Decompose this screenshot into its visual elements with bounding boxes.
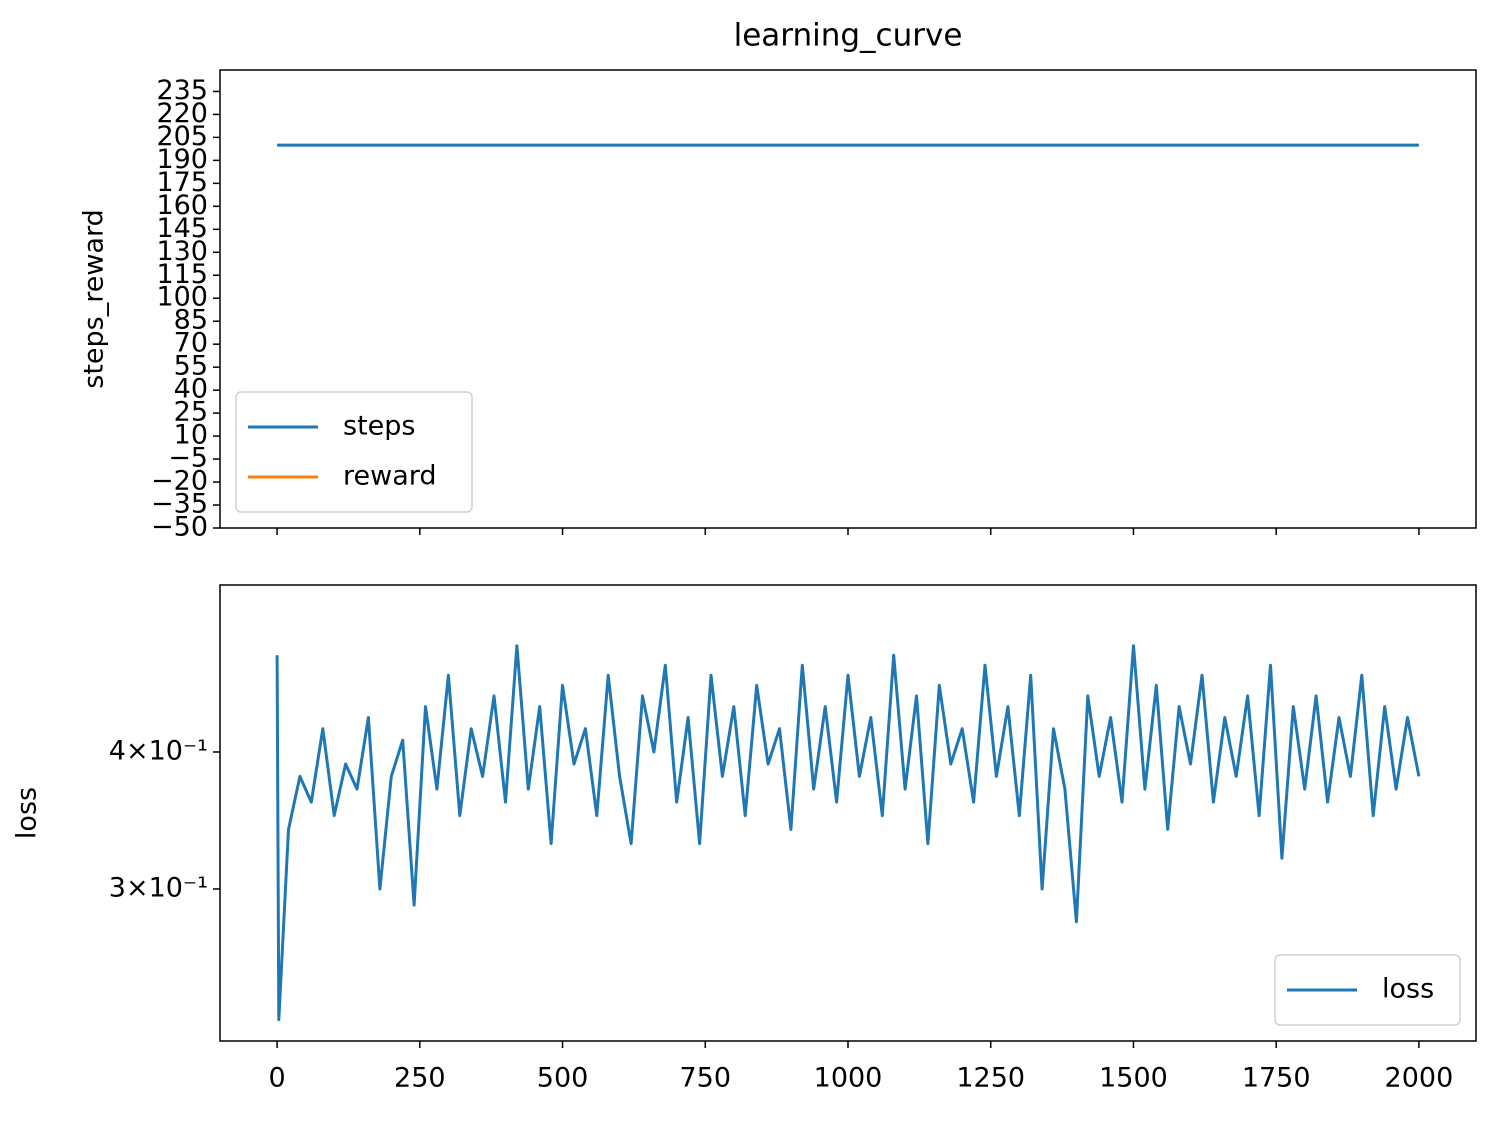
y-tick-label: 70 bbox=[174, 328, 208, 359]
y-tick-label: 100 bbox=[156, 282, 208, 313]
y-tick-label: 220 bbox=[156, 98, 208, 129]
x-tick-label: 750 bbox=[679, 1063, 731, 1094]
x-tick-label: 2000 bbox=[1385, 1063, 1454, 1094]
x-tick-label: 500 bbox=[537, 1063, 589, 1094]
y-tick-label: −35 bbox=[151, 489, 208, 520]
y-tick-label: 10 bbox=[174, 420, 208, 451]
y-tick-label: 175 bbox=[156, 167, 208, 198]
x-tick-label: 250 bbox=[394, 1063, 446, 1094]
y-tick-label: 40 bbox=[174, 374, 208, 405]
y-axis-label: loss bbox=[12, 787, 43, 839]
y-tick-label: 4×10⁻¹ bbox=[109, 735, 208, 766]
legend-label: loss bbox=[1382, 974, 1434, 1005]
chart-title: learning_curve bbox=[734, 18, 963, 54]
y-tick-label: −50 bbox=[151, 512, 208, 543]
y-tick-label: 3×10⁻¹ bbox=[109, 872, 208, 903]
legend-label: reward bbox=[343, 461, 437, 492]
legend-box bbox=[1274, 954, 1461, 1026]
x-tick-label: 0 bbox=[268, 1063, 285, 1094]
y-tick-label: −5 bbox=[168, 443, 208, 474]
axes-frame bbox=[219, 584, 1477, 1042]
y-tick-label: 235 bbox=[156, 75, 208, 106]
y-axis-label: steps_reward bbox=[79, 209, 110, 388]
y-tick-label: 55 bbox=[174, 351, 208, 382]
y-tick-label: 85 bbox=[174, 305, 208, 336]
x-tick-label: 1250 bbox=[956, 1063, 1025, 1094]
y-tick-label: 205 bbox=[156, 121, 208, 152]
line bbox=[275, 644, 1421, 1022]
y-tick-label: 190 bbox=[156, 144, 208, 175]
axes-frame bbox=[219, 69, 1477, 529]
y-tick-label: 25 bbox=[174, 397, 208, 428]
legend-box bbox=[235, 391, 473, 513]
x-tick-label: 1500 bbox=[1099, 1063, 1168, 1094]
y-tick-label: 145 bbox=[156, 213, 208, 244]
x-tick-label: 1750 bbox=[1242, 1063, 1311, 1094]
x-tick-label: 1000 bbox=[814, 1063, 883, 1094]
y-tick-label: 130 bbox=[156, 236, 208, 267]
y-tick-label: 115 bbox=[156, 259, 208, 290]
y-tick-label: −20 bbox=[151, 466, 208, 497]
legend-label: steps bbox=[343, 411, 415, 442]
y-tick-label: 160 bbox=[156, 190, 208, 221]
